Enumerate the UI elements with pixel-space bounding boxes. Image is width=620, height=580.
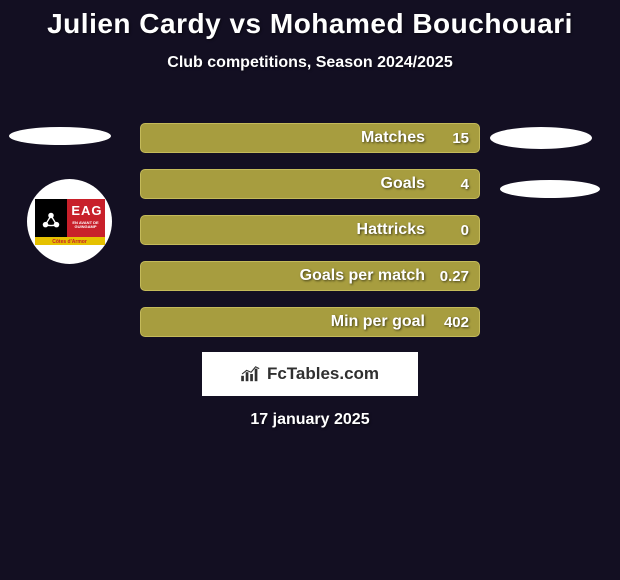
subtitle: Club competitions, Season 2024/2025 (0, 54, 620, 72)
stat-value: 402 (431, 314, 479, 331)
stat-row: Goals per match 0.27 (140, 261, 480, 291)
player-silhouette-left (9, 127, 111, 145)
stat-value: 4 (431, 176, 479, 193)
chart-icon (241, 365, 263, 383)
player-silhouette-right-2 (500, 180, 600, 198)
badge-line2: Côtes d'Armor (35, 239, 105, 245)
player-silhouette-right-1 (490, 127, 592, 149)
stat-label: Min per goal (141, 313, 431, 331)
stat-value: 15 (431, 130, 479, 147)
brand-text: FcTables.com (267, 364, 379, 384)
brand-box: FcTables.com (202, 352, 418, 396)
stat-row: Hattricks 0 (140, 215, 480, 245)
stat-label: Matches (141, 129, 431, 147)
badge-line1: EN AVANT DE GUINGAMP (68, 221, 104, 229)
stat-row: Goals 4 (140, 169, 480, 199)
stat-row: Matches 15 (140, 123, 480, 153)
stat-label: Goals per match (141, 267, 431, 285)
badge-abbrev: EAG (71, 203, 102, 218)
stat-label: Hattricks (141, 221, 431, 239)
stat-label: Goals (141, 175, 431, 193)
club-badge-eag: EAG EN AVANT DE GUINGAMP Côtes d'Armor (27, 179, 112, 264)
triskele-icon (40, 210, 62, 232)
stat-value: 0 (431, 222, 479, 239)
stats-bars: Matches 15 Goals 4 Hattricks 0 Goals per… (140, 123, 480, 353)
stat-value: 0.27 (431, 268, 479, 285)
page-title: Julien Cardy vs Mohamed Bouchouari (0, 0, 620, 40)
stat-row: Min per goal 402 (140, 307, 480, 337)
date-text: 17 january 2025 (0, 411, 620, 429)
